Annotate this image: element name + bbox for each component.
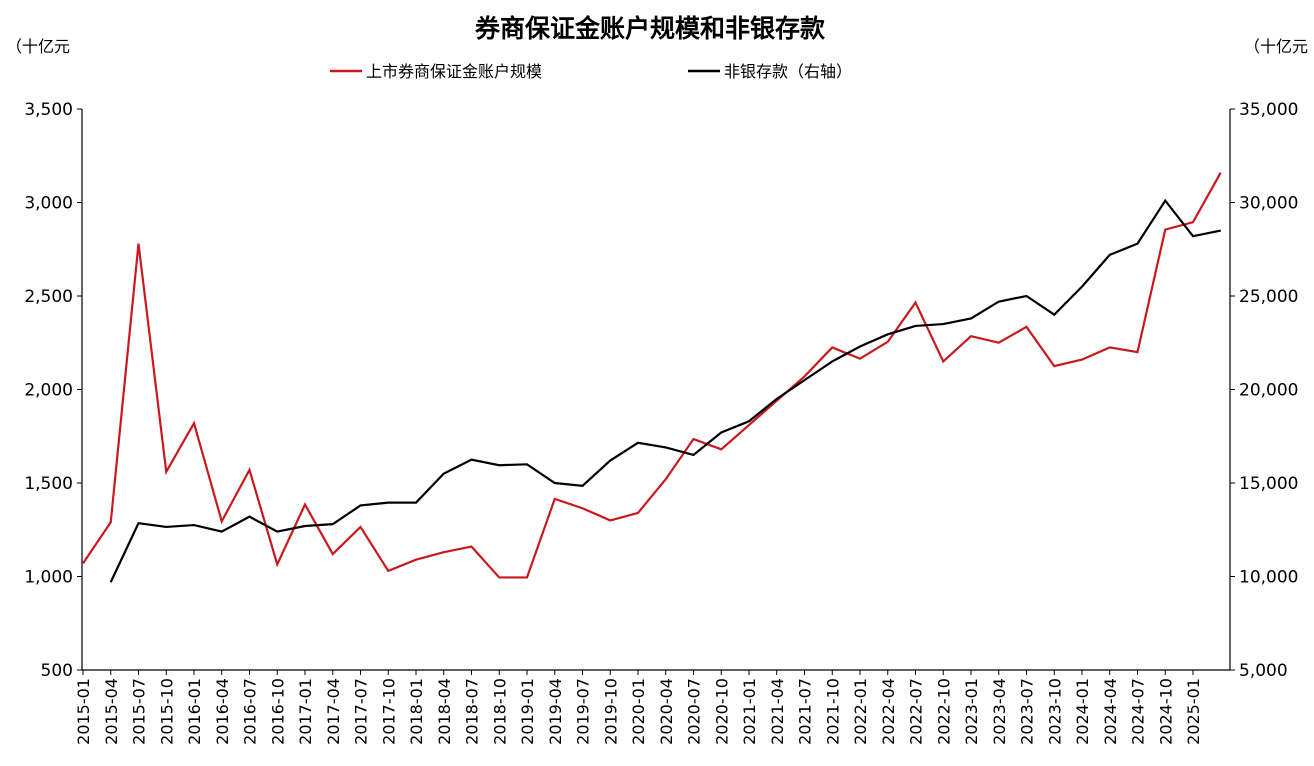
x-tick-label: 2018-01 [407, 678, 426, 745]
plot-area: 500 1,000 1,500 2,000 2,500 3,000 3,500 5,000 10… [24, 100, 1298, 745]
right-y-tick-label: 5,000 [1239, 661, 1288, 681]
x-tick-label: 2023-01 [962, 678, 981, 745]
right-y-tick-label: 10,000 [1239, 568, 1298, 588]
x-tick-label: 2015-01 [74, 678, 93, 745]
x-tick-label: 2020-10 [712, 678, 731, 745]
x-tick-label: 2017-01 [296, 678, 315, 745]
x-tick-label: 2019-10 [601, 678, 620, 745]
legend-label-broker-margin: 上市券商保证金账户规模 [366, 62, 542, 81]
chart-title: 券商保证金账户规模和非银存款 [475, 14, 826, 43]
series-line-nonbank-deposits [109, 198, 1221, 583]
left-axis-unit: （十亿元 [6, 37, 70, 56]
x-tick-label: 2016-01 [185, 678, 204, 745]
x-tick-label: 2017-04 [324, 678, 343, 745]
series-line-broker-margin [82, 172, 1222, 579]
x-tick-label: 2021-01 [740, 678, 759, 745]
x-tick-label: 2019-01 [518, 678, 537, 745]
right-axis-unit: （十亿元 [1244, 37, 1308, 56]
left-y-tick-label: 2,000 [24, 381, 73, 401]
legend-label-nonbank-deposits: 非银存款（右轴） [724, 62, 852, 81]
right-y-tick-label: 25,000 [1239, 287, 1298, 307]
x-tick-label: 2022-10 [934, 678, 953, 745]
x-tick-label: 2019-04 [546, 678, 565, 745]
x-tick-label: 2025-01 [1184, 678, 1203, 745]
right-y-tick-label: 30,000 [1239, 194, 1298, 214]
x-tick-label: 2015-07 [130, 678, 149, 745]
left-y-tick-label: 500 [41, 661, 73, 681]
left-y-tick-label: 2,500 [24, 287, 73, 307]
x-tick-label: 2016-10 [268, 678, 287, 745]
x-tick-label: 2018-04 [435, 678, 454, 745]
x-tick-label: 2024-04 [1101, 678, 1120, 745]
x-tick-label: 2021-07 [796, 678, 815, 745]
x-tick-label: 2016-07 [241, 678, 260, 745]
x-tick-label: 2020-04 [657, 678, 676, 745]
x-tick-label: 2018-10 [490, 678, 509, 745]
x-tick-label: 2017-07 [352, 678, 371, 745]
x-tick-label: 2023-07 [1018, 678, 1037, 745]
x-tick-label: 2022-04 [879, 678, 898, 745]
x-tick-label: 2023-10 [1045, 678, 1064, 745]
x-tick-label: 2019-07 [574, 678, 593, 745]
x-tick-label: 2016-04 [213, 678, 232, 745]
x-tick-label: 2020-07 [685, 678, 704, 745]
left-y-tick-label: 3,500 [24, 100, 73, 120]
x-tick-label: 2022-07 [907, 678, 926, 745]
left-y-tick-label: 1,500 [24, 474, 73, 494]
x-tick-label: 2023-04 [990, 678, 1009, 745]
right-y-tick-label: 20,000 [1239, 381, 1298, 401]
x-tick-label: 2015-04 [102, 678, 121, 745]
x-tick-label: 2024-10 [1156, 678, 1175, 745]
left-y-tick-label: 3,000 [24, 194, 73, 214]
x-tick-label: 2020-01 [629, 678, 648, 745]
x-tick-label: 2022-01 [851, 678, 870, 745]
legend: 上市券商保证金账户规模 非银存款（右轴） [330, 62, 852, 81]
x-tick-label: 2021-04 [768, 678, 787, 745]
x-tick-label: 2015-10 [157, 678, 176, 745]
right-y-tick-label: 35,000 [1239, 100, 1298, 120]
x-tick-label: 2017-10 [379, 678, 398, 745]
x-tick-label: 2021-10 [823, 678, 842, 745]
x-tick-label: 2024-07 [1129, 678, 1148, 745]
left-y-tick-label: 1,000 [24, 568, 73, 588]
x-tick-label: 2024-01 [1073, 678, 1092, 745]
right-y-tick-label: 15,000 [1239, 474, 1298, 494]
x-tick-label: 2018-07 [463, 678, 482, 745]
